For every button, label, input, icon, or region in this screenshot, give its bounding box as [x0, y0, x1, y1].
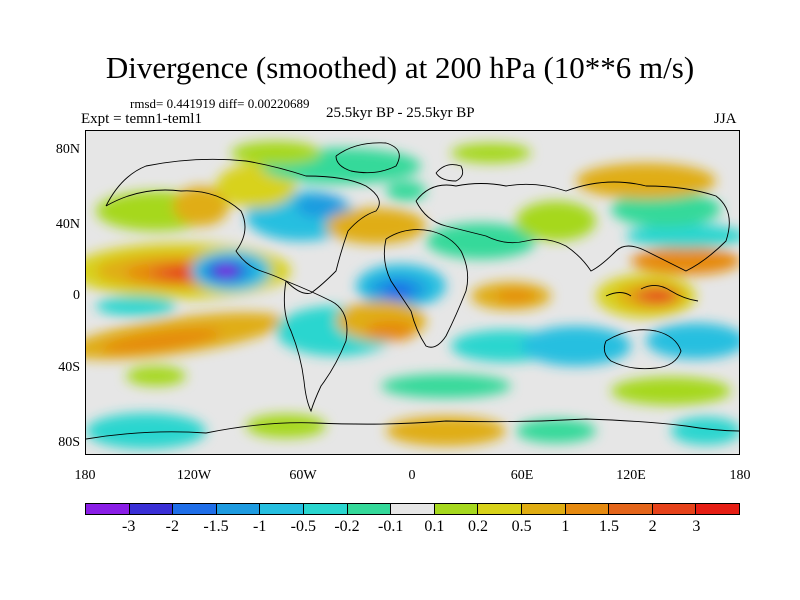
colorbar-label: 1.5 [599, 518, 619, 535]
contour-blob [96, 296, 176, 316]
colorbar-swatch [173, 504, 217, 514]
contour-blob [167, 267, 195, 279]
contour-blob [576, 163, 716, 199]
contour-blob [386, 181, 426, 201]
period-label: 25.5kyr BP - 25.5kyr BP [326, 105, 475, 121]
colorbar-swatch [434, 504, 479, 514]
experiment-label: Expt = temn1-teml1 [81, 111, 202, 127]
colorbar-swatch [260, 504, 304, 514]
divergence-map [85, 130, 740, 455]
contour-blob [611, 377, 731, 405]
lat-label-40n: 40N [55, 217, 80, 232]
colorbar-label: -2 [165, 518, 179, 535]
colorbar-label: -0.1 [377, 518, 404, 535]
colorbar-swatch [391, 504, 435, 514]
contour-blob [521, 326, 631, 366]
season-label: JJA [714, 111, 737, 127]
lat-label-80n: 80N [55, 142, 80, 157]
chart-title: Divergence (smoothed) at 200 hPa (10**6 … [105, 50, 695, 85]
colorbar-swatch [129, 504, 174, 514]
contour-blob [496, 290, 536, 302]
colorbar-swatch [609, 504, 653, 514]
contour-blob [516, 419, 596, 443]
contour-blob [671, 417, 739, 445]
lon-label-120w: 120W [176, 468, 212, 483]
lon-label-120e: 120E [616, 468, 646, 483]
colorbar-swatch [303, 504, 348, 514]
contour-blob [173, 186, 229, 226]
contour-blob [246, 414, 326, 438]
contour-blob [381, 374, 511, 398]
lon-label-180e: 180 [729, 468, 751, 483]
lon-label-60e: 60E [510, 468, 534, 483]
contour-blob [86, 413, 206, 449]
colorbar-swatch [86, 504, 130, 514]
contour-blob [646, 323, 739, 359]
lon-label-60w: 60W [289, 468, 317, 483]
colorbar-swatch [478, 504, 522, 514]
lat-label-40s: 40S [58, 360, 80, 375]
contour-blob [451, 143, 531, 163]
colorbar-label: -1.5 [203, 518, 229, 535]
colorbar-swatch [652, 504, 697, 514]
contour-blob [611, 191, 721, 227]
colorbar-label: 1 [561, 518, 570, 535]
colorbar-swatch [216, 504, 261, 514]
contour-blob [386, 416, 506, 446]
colorbar-label: 0.5 [511, 518, 532, 535]
stats-text: rmsd= 0.441919 diff= 0.00220689 [130, 96, 310, 111]
lat-label-80s: 80S [58, 435, 80, 450]
lat-label-0: 0 [73, 288, 80, 303]
contour-blob [649, 291, 669, 301]
lon-label-180w: 180 [74, 468, 96, 483]
colorbar-label: -1 [252, 518, 267, 535]
lon-label-0: 0 [408, 468, 416, 483]
colorbar [85, 503, 740, 515]
colorbar-swatch [347, 504, 392, 514]
contour-blob [101, 328, 221, 354]
colorbar-label: 3 [692, 518, 701, 535]
colorbar-label: -3 [121, 518, 136, 535]
contour-blob [231, 141, 321, 165]
colorbar-swatch [521, 504, 566, 514]
colorbar-label: 0.2 [468, 518, 488, 535]
contour-blob [326, 208, 426, 244]
map-canvas [86, 131, 739, 454]
colorbar-label: -0.5 [290, 518, 316, 535]
contour-blob [426, 223, 536, 259]
contour-blob [296, 194, 346, 218]
coastlines [86, 142, 739, 440]
colorbar-label: 2 [648, 518, 657, 535]
colorbar-label: 0.1 [424, 518, 445, 535]
colorbar-swatch [696, 504, 739, 514]
contour-blob [218, 266, 234, 276]
colorbar-label: -0.2 [334, 518, 360, 535]
colorbar-swatch [565, 504, 610, 514]
contour-blob [366, 321, 416, 341]
contour-blob [516, 201, 596, 241]
contour-blob [126, 366, 186, 386]
contour-blob [626, 224, 739, 248]
